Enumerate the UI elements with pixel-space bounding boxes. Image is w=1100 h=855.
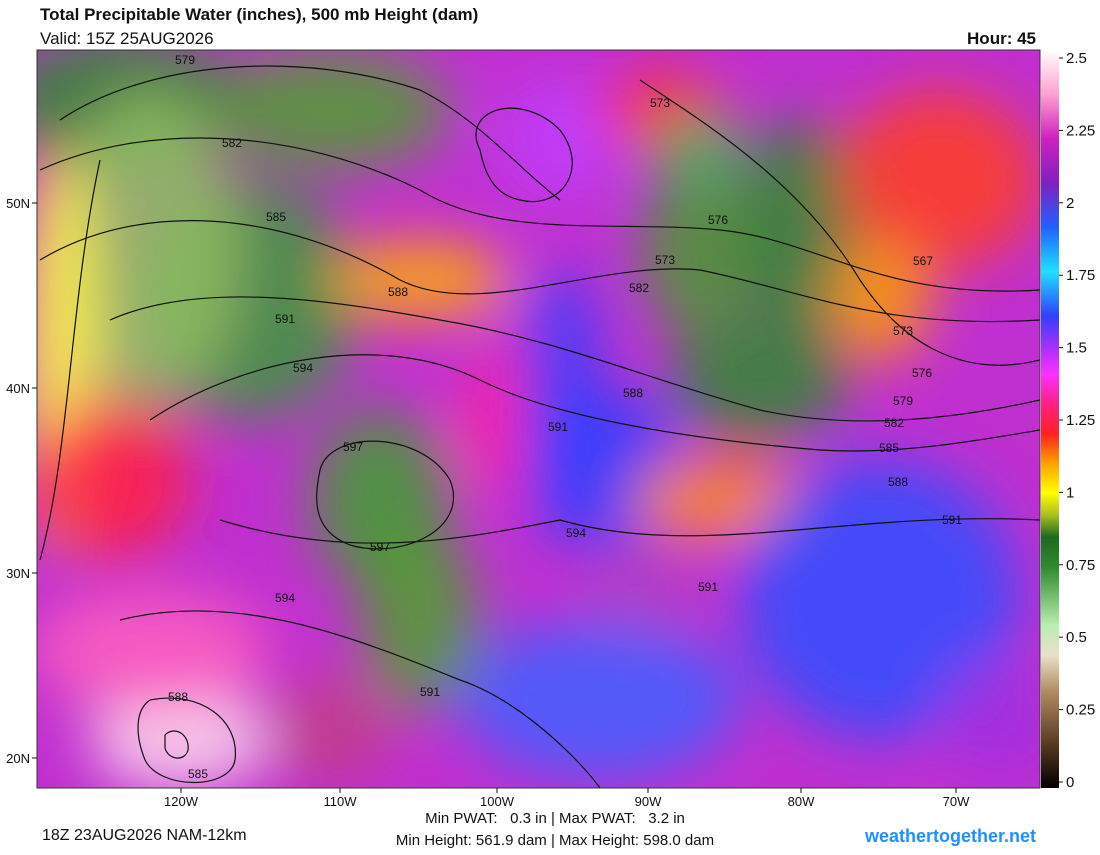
contours — [39, 65, 1040, 788]
contour-line — [39, 137, 1040, 292]
contour-label: 579 — [175, 53, 195, 67]
contour-label: 591 — [942, 513, 962, 527]
pwat-field — [37, 50, 1040, 788]
lat-label: 50N — [6, 196, 30, 211]
pwat-region — [360, 530, 480, 710]
colorbar-label: 2.25 — [1066, 122, 1095, 139]
site-link[interactable]: weathertogether.net — [864, 826, 1036, 846]
contour-line — [109, 296, 1040, 422]
lon-label: 110W — [324, 794, 358, 809]
colorbar-label: 0.25 — [1066, 702, 1095, 719]
contour-label: 576 — [708, 213, 728, 227]
pwat-region — [670, 320, 850, 440]
pwat-region — [580, 550, 700, 630]
colorbar-label: 1.25 — [1066, 412, 1095, 429]
valid-time: Valid: 15Z 25AUG2026 — [40, 29, 214, 48]
contour-label: 591 — [698, 580, 718, 594]
contour-label: 594 — [566, 526, 586, 540]
contour-line — [137, 697, 236, 784]
model-run: 18Z 23AUG2026 NAM-12km — [42, 827, 247, 844]
contour-label: 591 — [275, 312, 295, 326]
contour-line — [639, 79, 1040, 366]
colorbar-label: 0.75 — [1066, 557, 1095, 574]
contour-label: 585 — [188, 767, 208, 781]
colorbar-label: 1 — [1066, 484, 1074, 501]
contour-label: 582 — [222, 136, 242, 150]
pwat-region — [37, 400, 190, 560]
contour-label: 573 — [655, 253, 675, 267]
forecast-hour: Hour: 45 — [967, 29, 1036, 48]
contour-line — [164, 730, 189, 759]
lat-label: 40N — [6, 381, 30, 396]
contour-label: 573 — [893, 324, 913, 338]
contour-label: 594 — [275, 591, 295, 605]
pwat-region — [37, 590, 270, 710]
pwat-region — [640, 160, 760, 340]
pwat-region — [650, 110, 750, 190]
contour-line — [149, 354, 1040, 452]
contour-label: 582 — [884, 416, 904, 430]
colorbar-label: 2 — [1066, 195, 1074, 212]
contour-label: 597 — [370, 540, 390, 554]
pwat-region — [90, 690, 270, 788]
pwat-region — [270, 680, 390, 780]
contour-label: 567 — [913, 254, 933, 268]
lat-label: 20N — [6, 751, 30, 766]
colorbar-label: 2.5 — [1066, 50, 1087, 67]
colorbar-label: 0.5 — [1066, 629, 1087, 646]
contour-label: 585 — [879, 441, 899, 455]
contour-label: 594 — [293, 361, 313, 375]
contour-label: 591 — [548, 420, 568, 434]
pwat-region — [740, 460, 1020, 740]
contour-label: 573 — [650, 96, 670, 110]
contour-label: 588 — [388, 285, 408, 299]
pwat-region — [60, 90, 240, 410]
contour-label: 591 — [420, 685, 440, 699]
contour-label: 588 — [623, 386, 643, 400]
pwat-region — [840, 90, 1040, 270]
pwat-region — [630, 460, 810, 540]
contour-line — [475, 107, 573, 203]
contour-label: 576 — [912, 366, 932, 380]
axes: 120W 110W 100W 90W 80W 70W 50N 40N 30N 20N 2.5 2.25… — [6, 50, 1095, 809]
contour-line — [59, 65, 561, 201]
map-frame — [36, 49, 1041, 789]
contour-label: 582 — [629, 281, 649, 295]
pwat-region — [500, 80, 620, 200]
contour-label: 585 — [266, 210, 286, 224]
contour-line — [119, 610, 601, 788]
contour-label: 588 — [168, 690, 188, 704]
contour-line — [316, 440, 454, 550]
contour-line — [219, 518, 1040, 544]
pwat-region — [330, 240, 510, 320]
height-range: Min Height: 561.9 dam | Max Height: 598.… — [396, 832, 714, 849]
title: Total Precipitable Water (inches), 500 m… — [40, 5, 478, 24]
contour-label: 588 — [888, 475, 908, 489]
contour-line — [39, 159, 101, 561]
lon-label: 70W — [943, 794, 970, 809]
pwat-region — [940, 660, 1040, 780]
lon-label: 90W — [635, 794, 662, 809]
pwat-range: Min PWAT: 0.3 in | Max PWAT: 3.2 in — [425, 810, 685, 827]
colorbar-label: 0 — [1066, 774, 1074, 791]
colorbar-label: 1.75 — [1066, 267, 1095, 284]
lon-label: 80W — [788, 794, 815, 809]
pwat-region — [460, 620, 740, 780]
pwat-region — [210, 50, 450, 170]
contour-label: 597 — [343, 440, 363, 454]
contour-labels: 579 582 585 588 591 594 597 597 573 576 573 582 588 5… — [168, 53, 962, 781]
lon-label: 120W — [164, 794, 199, 809]
map: 579 582 585 588 591 594 597 597 573 576 573 582 588 5… — [37, 50, 1040, 788]
colorbar — [1041, 50, 1059, 788]
contour-line — [39, 220, 1040, 323]
lon-label: 100W — [480, 794, 515, 809]
lat-label: 30N — [6, 566, 30, 581]
contour-label: 579 — [893, 394, 913, 408]
colorbar-label: 1.5 — [1066, 340, 1087, 357]
